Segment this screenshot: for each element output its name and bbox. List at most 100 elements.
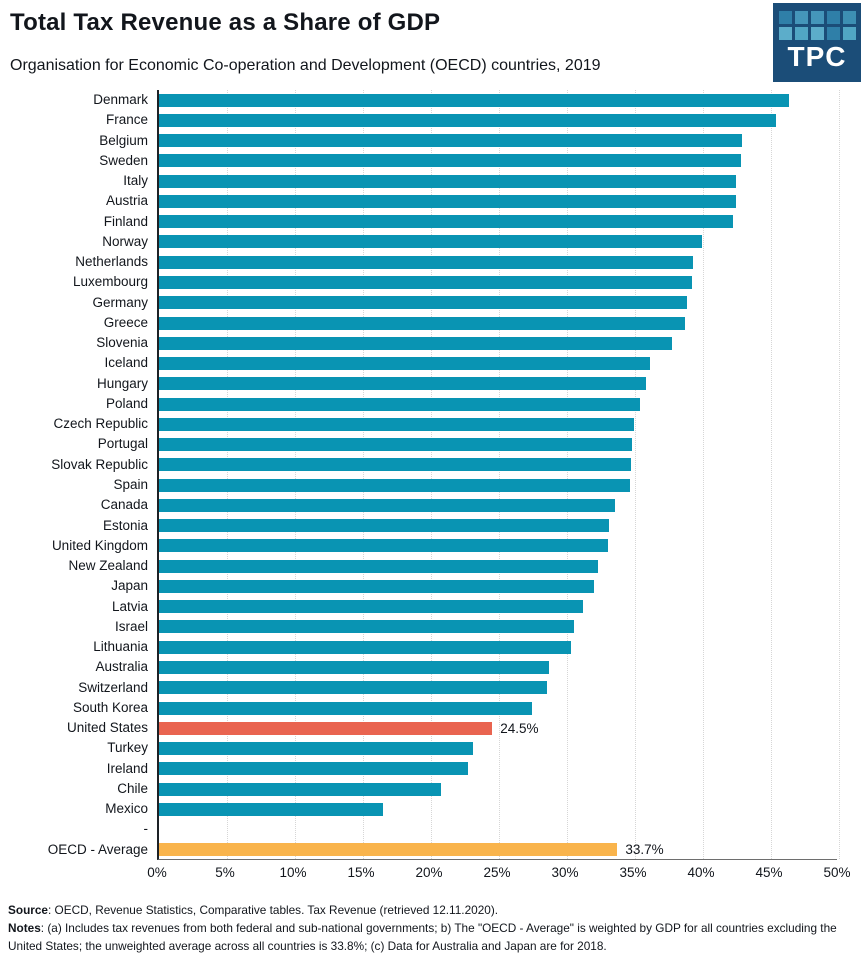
tpc-logo-square bbox=[778, 27, 792, 40]
value-label-united-states: 24.5% bbox=[500, 720, 539, 736]
value-label-oecd-average: 33.7% bbox=[625, 842, 664, 858]
bar-ireland bbox=[159, 762, 468, 776]
x-tick-10: 10% bbox=[279, 865, 307, 880]
category-label-poland: Poland bbox=[105, 395, 148, 411]
bar-japan bbox=[159, 579, 595, 593]
category-label-iceland: Iceland bbox=[104, 355, 148, 371]
bar-united-kingdom bbox=[159, 539, 608, 553]
bar-denmark bbox=[159, 93, 789, 107]
tpc-logo-square bbox=[842, 27, 856, 40]
gridline-15 bbox=[363, 90, 364, 859]
category-label-lithuania: Lithuania bbox=[93, 639, 148, 655]
bar-luxembourg bbox=[159, 276, 693, 289]
category-label-australia: Australia bbox=[95, 659, 148, 675]
bar-poland bbox=[159, 397, 641, 411]
tpc-logo-square bbox=[842, 11, 856, 24]
bar-france bbox=[159, 113, 777, 127]
category-label-estonia: Estonia bbox=[102, 517, 148, 533]
category-label-greece: Greece bbox=[103, 314, 148, 330]
category-label-israel: Israel bbox=[114, 618, 148, 634]
gridline-50 bbox=[839, 90, 840, 859]
bar-norway bbox=[159, 235, 702, 249]
source-label: Source bbox=[8, 903, 48, 917]
bar-spain bbox=[159, 478, 630, 492]
category-label-mexico: Mexico bbox=[105, 801, 148, 817]
bar-belgium bbox=[159, 134, 743, 148]
gridline-45 bbox=[771, 90, 772, 859]
bar-chart-plot-area: 24.5% 33.7% bbox=[157, 90, 840, 860]
notes-line: Notes: (a) Includes tax revenues from bo… bbox=[8, 919, 862, 955]
bar-germany bbox=[159, 296, 687, 310]
category-label-canada: Canada bbox=[100, 497, 148, 513]
bar-finland bbox=[159, 215, 733, 229]
bar-canada bbox=[159, 498, 615, 512]
category-label-czech-republic: Czech Republic bbox=[53, 416, 148, 432]
category-label-sweden: Sweden bbox=[99, 152, 148, 168]
category-label-united-kingdom: United Kingdom bbox=[51, 537, 148, 553]
tpc-logo-square bbox=[826, 11, 840, 24]
notes-label: Notes bbox=[8, 921, 41, 936]
category-label-blank: - bbox=[143, 821, 149, 837]
notes-text: : (a) Includes tax revenues from both fe… bbox=[8, 921, 837, 954]
category-label-united-states: United States bbox=[66, 720, 148, 736]
bar-estonia bbox=[159, 519, 610, 533]
bar-sweden bbox=[159, 154, 742, 168]
category-label-switzerland: Switzerland bbox=[78, 679, 148, 695]
category-label-new-zealand: New Zealand bbox=[68, 558, 148, 574]
category-label-luxembourg: Luxembourg bbox=[72, 274, 148, 290]
category-label-south-korea: South Korea bbox=[72, 699, 148, 715]
bar-hungary bbox=[159, 377, 646, 391]
bar-iceland bbox=[159, 357, 650, 371]
bar-south-korea bbox=[159, 701, 532, 715]
bar-chile bbox=[159, 782, 441, 796]
category-label-turkey: Turkey bbox=[107, 740, 148, 756]
gridline-5 bbox=[227, 90, 228, 859]
gridline-35 bbox=[635, 90, 636, 859]
bar-slovenia bbox=[159, 336, 672, 350]
bar-oecd-average bbox=[159, 843, 618, 857]
category-label-hungary: Hungary bbox=[96, 375, 148, 391]
category-label-ireland: Ireland bbox=[106, 760, 148, 776]
category-label-denmark: Denmark bbox=[93, 92, 148, 107]
source-line: Source: OECD, Revenue Statistics, Compar… bbox=[8, 901, 862, 919]
category-label-spain: Spain bbox=[113, 477, 148, 492]
bar-turkey bbox=[159, 742, 474, 756]
x-tick-45: 45% bbox=[755, 865, 783, 880]
x-tick-20: 20% bbox=[415, 865, 443, 880]
x-tick-0: 0% bbox=[147, 865, 167, 880]
category-label-chile: Chile bbox=[117, 780, 148, 796]
category-label-slovenia: Slovenia bbox=[96, 335, 148, 351]
tpc-logo-square bbox=[810, 27, 824, 40]
page-title: Total Tax Revenue as a Share of GDP bbox=[10, 9, 441, 36]
bar-slovak-republic bbox=[159, 458, 631, 472]
page-subtitle: Organisation for Economic Co-operation a… bbox=[10, 57, 601, 74]
tpc-logo-square bbox=[778, 11, 792, 24]
x-tick-15: 15% bbox=[347, 865, 375, 880]
tpc-logo-grid-icon bbox=[773, 11, 861, 40]
bar-mexico bbox=[159, 802, 384, 816]
x-axis-tick-labels: 0% 5% 10% 15% 20% 25% 30% 35% 40% 45% 50% bbox=[0, 865, 868, 887]
category-label-slovak-republic: Slovak Republic bbox=[51, 456, 148, 472]
category-label-portugal: Portugal bbox=[97, 436, 148, 452]
bar-lithuania bbox=[159, 640, 572, 654]
category-label-latvia: Latvia bbox=[111, 598, 148, 614]
bar-switzerland bbox=[159, 681, 547, 695]
gridline-20 bbox=[431, 90, 432, 859]
gridline-25 bbox=[499, 90, 500, 859]
category-label-norway: Norway bbox=[102, 233, 148, 249]
category-label-belgium: Belgium bbox=[99, 132, 148, 148]
category-label-oecd-average: OECD - Average bbox=[47, 841, 148, 857]
x-tick-5: 5% bbox=[215, 865, 235, 880]
x-tick-40: 40% bbox=[687, 865, 715, 880]
x-tick-25: 25% bbox=[483, 865, 511, 880]
gridline-10 bbox=[295, 90, 296, 859]
bar-portugal bbox=[159, 438, 633, 452]
footer-notes: Source: OECD, Revenue Statistics, Compar… bbox=[8, 901, 862, 955]
tpc-logo-square bbox=[794, 11, 808, 24]
category-label-finland: Finland bbox=[103, 213, 148, 229]
tpc-logo: TPC bbox=[773, 3, 861, 82]
category-label-germany: Germany bbox=[92, 294, 148, 310]
x-tick-30: 30% bbox=[551, 865, 579, 880]
category-label-netherlands: Netherlands bbox=[75, 254, 148, 270]
bar-netherlands bbox=[159, 255, 694, 269]
